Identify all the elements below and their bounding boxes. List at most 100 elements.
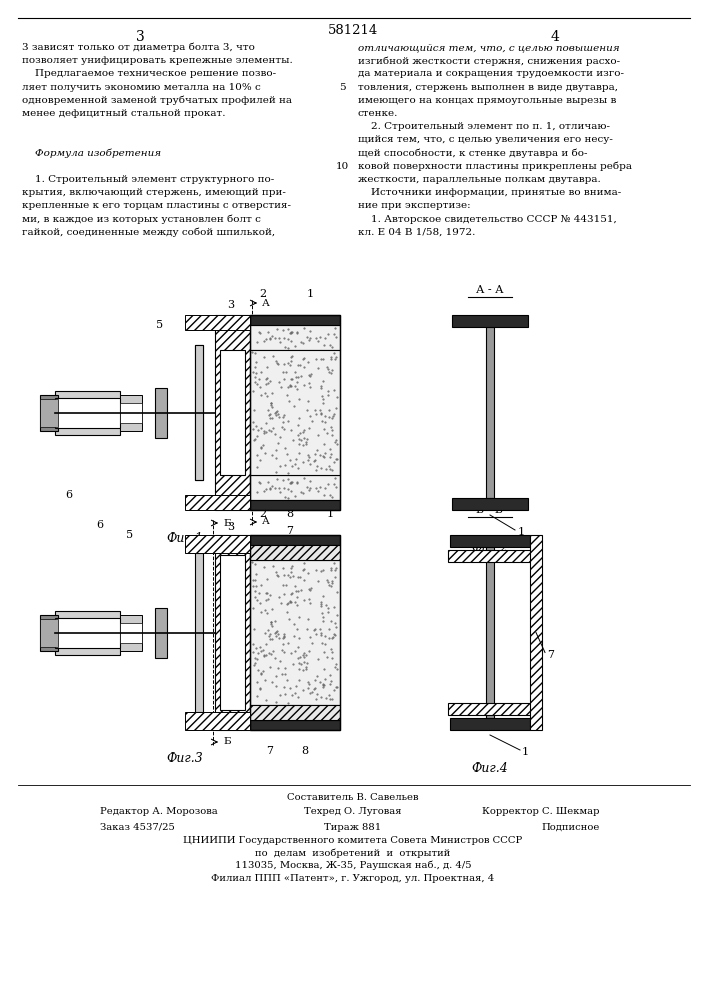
Bar [185,495,250,510]
Bar [250,720,340,730]
Text: 2. Строительный элемент по п. 1, отличаю-: 2. Строительный элемент по п. 1, отличаю… [358,122,610,131]
Text: ляет получить экономию металла на 10% с: ляет получить экономию металла на 10% с [22,83,261,92]
Text: 7: 7 [286,526,293,536]
Text: крытия, включающий стержень, имеющий при-: крытия, включающий стержень, имеющий при… [22,188,286,197]
Text: Б: Б [223,518,230,528]
Text: 1: 1 [522,747,529,757]
Text: отличающийся тем, что, с целью повышения: отличающийся тем, что, с целью повышения [358,43,619,52]
Bar [120,622,142,643]
Text: изгибной жесткости стержня, снижения расхо-: изгибной жесткости стержня, снижения рас… [358,56,620,66]
Bar [40,394,58,430]
Bar [250,350,340,475]
Text: 1: 1 [306,289,314,299]
Text: 3: 3 [136,30,144,44]
Bar [250,535,340,545]
Text: Фиг.1: Фиг.1 [167,532,204,545]
Text: 3: 3 [227,300,234,310]
Bar [215,535,250,730]
Text: А: А [262,518,270,526]
Bar [250,315,340,510]
Bar [120,614,142,650]
Text: 1: 1 [327,509,334,519]
Text: ние при экспертизе:: ние при экспертизе: [358,201,471,210]
Bar [486,327,494,498]
Text: 1: 1 [518,527,525,537]
Bar [185,535,250,553]
Bar [220,555,245,710]
Text: 6: 6 [65,490,72,500]
Text: 1. Строительный элемент структурного по-: 1. Строительный элемент структурного по- [22,175,274,184]
Text: 5: 5 [156,320,163,330]
Text: 7: 7 [547,650,554,660]
Text: Тираж 881: Тираж 881 [325,823,382,832]
Text: товления, стержень выполнен в виде двутавра,: товления, стержень выполнен в виде двута… [358,83,618,92]
Text: Фиг.4: Фиг.4 [472,762,508,775]
Bar [120,394,142,430]
Bar [55,610,120,654]
Bar [250,475,340,500]
Text: 8: 8 [286,509,293,519]
Text: Фиг.3: Фиг.3 [167,752,204,765]
Bar [220,350,245,475]
Text: крепленные к его торцам пластины с отверстия-: крепленные к его торцам пластины с отвер… [22,201,291,210]
Bar [40,618,58,647]
Bar [55,617,120,648]
Text: Источники информации, принятые во внима-: Источники информации, принятые во внима- [358,188,621,197]
Text: Формула изобретения: Формула изобретения [22,149,161,158]
Text: Заказ 4537/25: Заказ 4537/25 [100,823,175,832]
Text: щийся тем, что, с целью увеличения его несу-: щийся тем, что, с целью увеличения его н… [358,135,613,144]
Bar [250,535,340,730]
Text: 5: 5 [127,530,134,540]
Text: 5: 5 [339,83,345,92]
Text: 3 зависят только от диаметра болта 3, что: 3 зависят только от диаметра болта 3, чт… [22,43,255,52]
Bar [250,500,340,510]
Text: ми, в каждое из которых установлен болт с: ми, в каждое из которых установлен болт … [22,215,261,224]
Text: А - А: А - А [477,285,504,295]
Text: Составитель В. Савельев: Составитель В. Савельев [287,793,419,802]
Bar [55,390,120,434]
Bar [185,712,250,730]
Bar [448,703,532,715]
Bar [155,387,167,438]
Text: А: А [262,298,270,308]
Bar [452,498,528,510]
Bar [40,614,58,650]
Bar [195,553,203,712]
Text: Редактор А. Морозова: Редактор А. Морозова [100,807,218,816]
Text: 1. Авторское свидетельство СССР № 443151,: 1. Авторское свидетельство СССР № 443151… [358,215,617,224]
Bar [250,705,340,720]
Text: 2: 2 [259,289,266,299]
Bar [250,315,340,325]
Bar [215,315,250,510]
Text: ЦНИИПИ Государственного комитета Совета Министров СССР: ЦНИИПИ Государственного комитета Совета … [183,836,522,845]
Text: Предлагаемое техническое решение позво-: Предлагаемое техническое решение позво- [22,69,276,78]
Text: 7: 7 [267,746,274,756]
Bar [250,545,340,560]
Text: 4: 4 [227,495,234,505]
Text: Корректор С. Шекмар: Корректор С. Шекмар [482,807,600,816]
Bar [250,560,340,705]
Text: по  делам  изобретений  и  открытий: по делам изобретений и открытий [255,848,450,857]
Text: позволяет унифицировать крепежные элементы.: позволяет унифицировать крепежные элемен… [22,56,293,65]
Text: гайкой, соединенные между собой шпилькой,: гайкой, соединенные между собой шпилькой… [22,228,275,237]
Bar [450,718,530,730]
Text: 4: 4 [551,30,559,44]
Bar [250,705,340,720]
Text: 6: 6 [96,520,103,530]
Text: Б - Б: Б - Б [477,505,503,515]
Text: 8: 8 [301,746,308,756]
Bar [250,545,340,560]
Text: менее дефицитный стальной прокат.: менее дефицитный стальной прокат. [22,109,226,118]
Bar [530,535,542,730]
Bar [195,345,203,480]
Text: да материала и сокращения трудоемкости изго-: да материала и сокращения трудоемкости и… [358,69,624,78]
Text: 113035, Москва, Ж-35, Раушская наб., д. 4/5: 113035, Москва, Ж-35, Раушская наб., д. … [235,860,472,869]
Bar [55,397,120,428]
Text: Техред О. Луговая: Техред О. Луговая [304,807,402,816]
Bar [486,547,494,718]
Bar [452,315,528,327]
Bar [448,550,532,562]
Bar [120,402,142,422]
Text: 581214: 581214 [328,24,378,37]
Text: щей способности, к стенке двутавра и бо-: щей способности, к стенке двутавра и бо- [358,149,588,158]
